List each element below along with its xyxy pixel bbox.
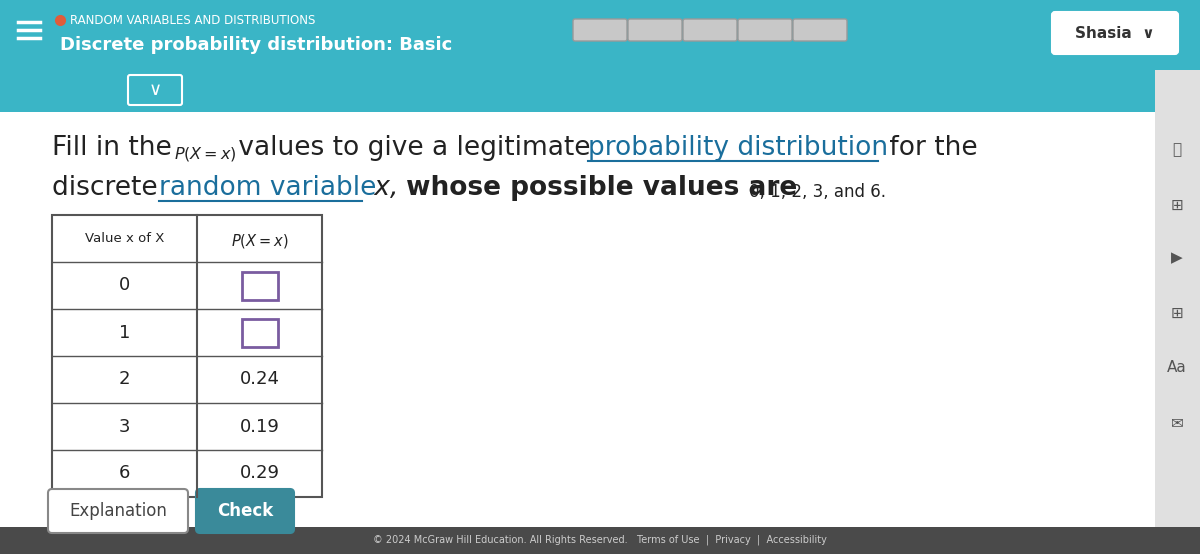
Bar — [241, 319, 277, 346]
Text: 0.29: 0.29 — [240, 464, 280, 483]
Text: 0, 1, 2, 3, and 6.: 0, 1, 2, 3, and 6. — [749, 183, 886, 201]
FancyBboxPatch shape — [48, 489, 188, 533]
Text: ▶: ▶ — [1171, 250, 1183, 265]
Text: whose possible values are: whose possible values are — [397, 175, 806, 201]
Text: $P(X{=}x)$: $P(X{=}x)$ — [174, 145, 236, 163]
Bar — [1154, 70, 1200, 530]
Bar — [0, 527, 1200, 554]
Text: 1: 1 — [119, 324, 130, 341]
FancyBboxPatch shape — [738, 19, 792, 41]
Text: probability distribution: probability distribution — [588, 135, 888, 161]
Bar — [0, 112, 1154, 527]
Text: ⊞: ⊞ — [1171, 305, 1183, 321]
Text: discrete: discrete — [52, 175, 166, 201]
FancyBboxPatch shape — [196, 489, 294, 533]
Text: 3: 3 — [119, 418, 131, 435]
Text: 2: 2 — [119, 371, 131, 388]
Text: ✉: ✉ — [1171, 416, 1183, 430]
Text: x,: x, — [366, 175, 398, 201]
Bar — [0, 0, 1200, 70]
Bar — [52, 215, 322, 497]
Text: Fill in the: Fill in the — [52, 135, 180, 161]
Text: Aa: Aa — [1168, 361, 1187, 376]
Text: 🔍: 🔍 — [1172, 142, 1182, 157]
Text: 6: 6 — [119, 464, 130, 483]
FancyBboxPatch shape — [1052, 12, 1178, 54]
FancyBboxPatch shape — [683, 19, 737, 41]
FancyBboxPatch shape — [128, 75, 182, 105]
Text: Shasia  ∨: Shasia ∨ — [1075, 25, 1154, 40]
Text: for the: for the — [881, 135, 978, 161]
Text: random variable: random variable — [158, 175, 377, 201]
FancyBboxPatch shape — [574, 19, 628, 41]
Text: values to give a legitimate: values to give a legitimate — [230, 135, 599, 161]
Bar — [0, 70, 1200, 112]
Text: ⊞: ⊞ — [1171, 197, 1183, 213]
FancyBboxPatch shape — [55, 500, 169, 514]
Text: $P(X = x)$: $P(X = x)$ — [230, 232, 288, 249]
Text: ∨: ∨ — [149, 81, 162, 99]
Text: 0.19: 0.19 — [240, 418, 280, 435]
Text: Value x of X: Value x of X — [85, 232, 164, 245]
Text: Discrete probability distribution: Basic: Discrete probability distribution: Basic — [60, 36, 452, 54]
Text: © 2024 McGraw Hill Education. All Rights Reserved.   Terms of Use  |  Privacy  |: © 2024 McGraw Hill Education. All Rights… — [373, 535, 827, 545]
Text: 0: 0 — [119, 276, 130, 295]
Text: Explanation: Explanation — [70, 502, 167, 520]
Text: RANDOM VARIABLES AND DISTRIBUTIONS: RANDOM VARIABLES AND DISTRIBUTIONS — [70, 13, 316, 27]
Text: Check: Check — [217, 502, 274, 520]
Text: 0.24: 0.24 — [240, 371, 280, 388]
Bar — [241, 271, 277, 300]
FancyBboxPatch shape — [628, 19, 682, 41]
FancyBboxPatch shape — [793, 19, 847, 41]
